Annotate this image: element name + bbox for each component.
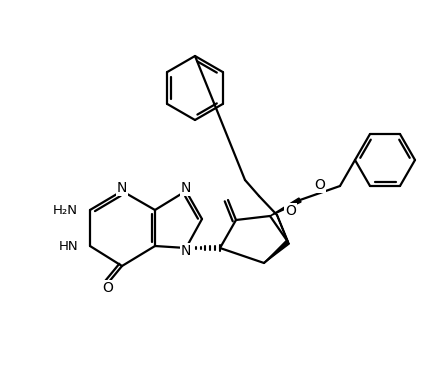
Polygon shape — [270, 198, 301, 216]
Text: O: O — [103, 281, 114, 295]
Text: N: N — [181, 244, 191, 258]
Text: N: N — [117, 181, 127, 195]
Text: O: O — [315, 178, 326, 192]
Polygon shape — [264, 240, 289, 263]
Polygon shape — [277, 215, 288, 242]
Text: N: N — [181, 181, 191, 195]
Text: H₂N: H₂N — [53, 203, 78, 217]
Text: O: O — [285, 204, 296, 218]
Text: HN: HN — [58, 239, 78, 253]
